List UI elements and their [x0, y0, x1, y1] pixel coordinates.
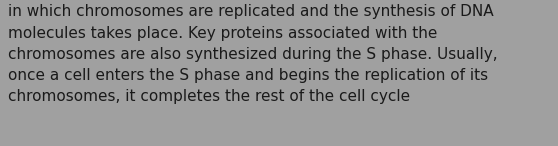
Text: in which chromosomes are replicated and the synthesis of DNA
molecules takes pla: in which chromosomes are replicated and …: [8, 4, 498, 104]
